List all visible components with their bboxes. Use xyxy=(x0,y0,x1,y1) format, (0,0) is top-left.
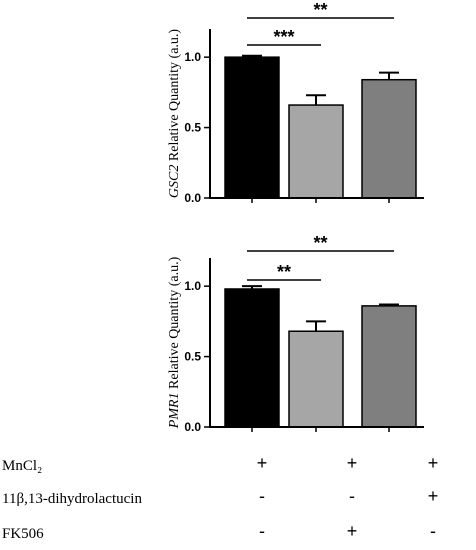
significance-label: ** xyxy=(313,233,327,253)
y-axis-label: GSC2 Relative Quantity (a.u.) xyxy=(167,29,182,198)
y-tick-label: 0.5 xyxy=(184,350,201,364)
significance-label: ** xyxy=(277,262,291,282)
y-tick-label: 0.5 xyxy=(184,121,201,135)
condition-label: FK506 xyxy=(2,526,44,542)
condition-label: MnCl₂ xyxy=(2,458,42,474)
y-tick-label: 0.0 xyxy=(184,191,201,205)
y-tick-label: 1.0 xyxy=(184,50,201,64)
y-axis-label-text: Relative Quantity (a.u.) xyxy=(167,29,182,165)
bar xyxy=(361,305,417,428)
y-axis-label-gene: GSC2 xyxy=(167,165,182,198)
bar xyxy=(224,56,280,199)
y-axis-label-gene: PMR1 xyxy=(167,392,182,429)
significance-label: *** xyxy=(273,27,294,47)
y-tick-label: 0.0 xyxy=(184,420,201,434)
bar xyxy=(361,78,417,199)
condition-mark: - xyxy=(430,521,436,541)
condition-mark: + xyxy=(347,521,358,541)
condition-mark: + xyxy=(428,453,439,473)
y-axis-label-text: Relative Quantity (a.u.) xyxy=(167,256,182,392)
y-axis-label: PMR1 Relative Quantity (a.u.) xyxy=(167,256,182,429)
y-tick-label: 1.0 xyxy=(184,279,201,293)
bar xyxy=(288,330,344,428)
condition-mark: - xyxy=(259,521,265,541)
bar xyxy=(288,104,344,199)
condition-mark: + xyxy=(257,453,268,473)
bar xyxy=(224,288,280,428)
significance-label: ** xyxy=(313,0,327,20)
condition-table: MnCl₂ + + +11β,13-dihydrolactucin - - + FK506 - +… xyxy=(2,453,438,542)
condition-mark: + xyxy=(428,486,439,506)
condition-mark: - xyxy=(259,486,265,506)
condition-label: 11β,13-dihydrolactucin xyxy=(2,491,142,507)
condition-mark: - xyxy=(349,486,355,506)
condition-mark: + xyxy=(347,453,358,473)
